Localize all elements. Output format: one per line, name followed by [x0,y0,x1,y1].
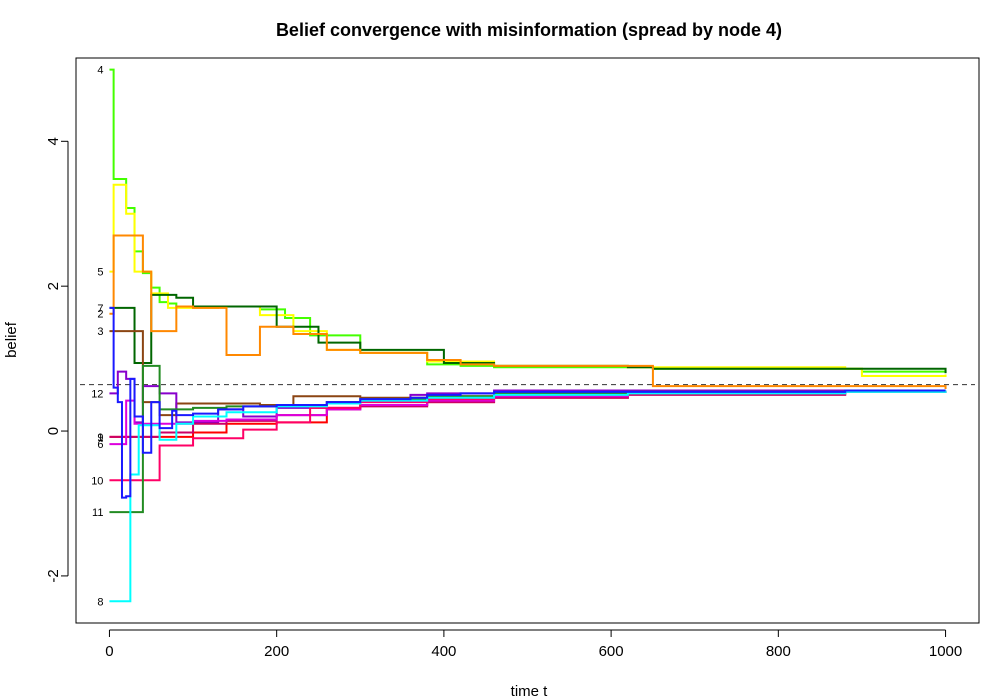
x-tick-label: 0 [105,643,113,660]
series-line-4 [109,68,947,374]
series-line-3 [109,330,946,417]
x-tick-label: 200 [264,643,289,660]
x-axis-label: time t [511,683,549,700]
series-line-8 [109,390,947,603]
series-line-extra-12 [109,306,946,499]
y-tick-label: -2 [45,569,62,582]
y-tick-label: 2 [45,282,62,290]
node-label-10: 10 [91,475,103,487]
node-label-7: 7 [97,303,103,315]
node-label-4: 4 [97,65,103,77]
series-line-1 [109,390,947,438]
node-label-3: 3 [97,326,103,338]
x-tick-label: 1000 [929,643,962,660]
series-line-2 [109,234,947,390]
node-label-9: 9 [97,432,103,444]
node-label-6: 6 [97,439,103,451]
series-line-5 [109,183,947,377]
node-label-12: 12 [91,388,103,400]
node-label-11: 11 [92,507,103,519]
series-line-10 [109,390,946,482]
node-label-1: 1 [97,432,103,444]
x-tick-label: 600 [599,643,624,660]
y-tick-label: 4 [45,137,62,145]
chart-title: Belief convergence with misinformation (… [276,20,782,40]
series-group [109,68,947,603]
node-label-5: 5 [97,267,103,279]
x-tick-label: 400 [431,643,456,660]
plot-frame [75,57,980,624]
series-line-7 [109,293,947,374]
x-tick-label: 800 [766,643,791,660]
node-label-2: 2 [97,309,103,321]
y-tick-label: 0 [45,427,62,435]
y-axis-label: belief [3,321,20,358]
node-label-8: 8 [97,596,103,608]
